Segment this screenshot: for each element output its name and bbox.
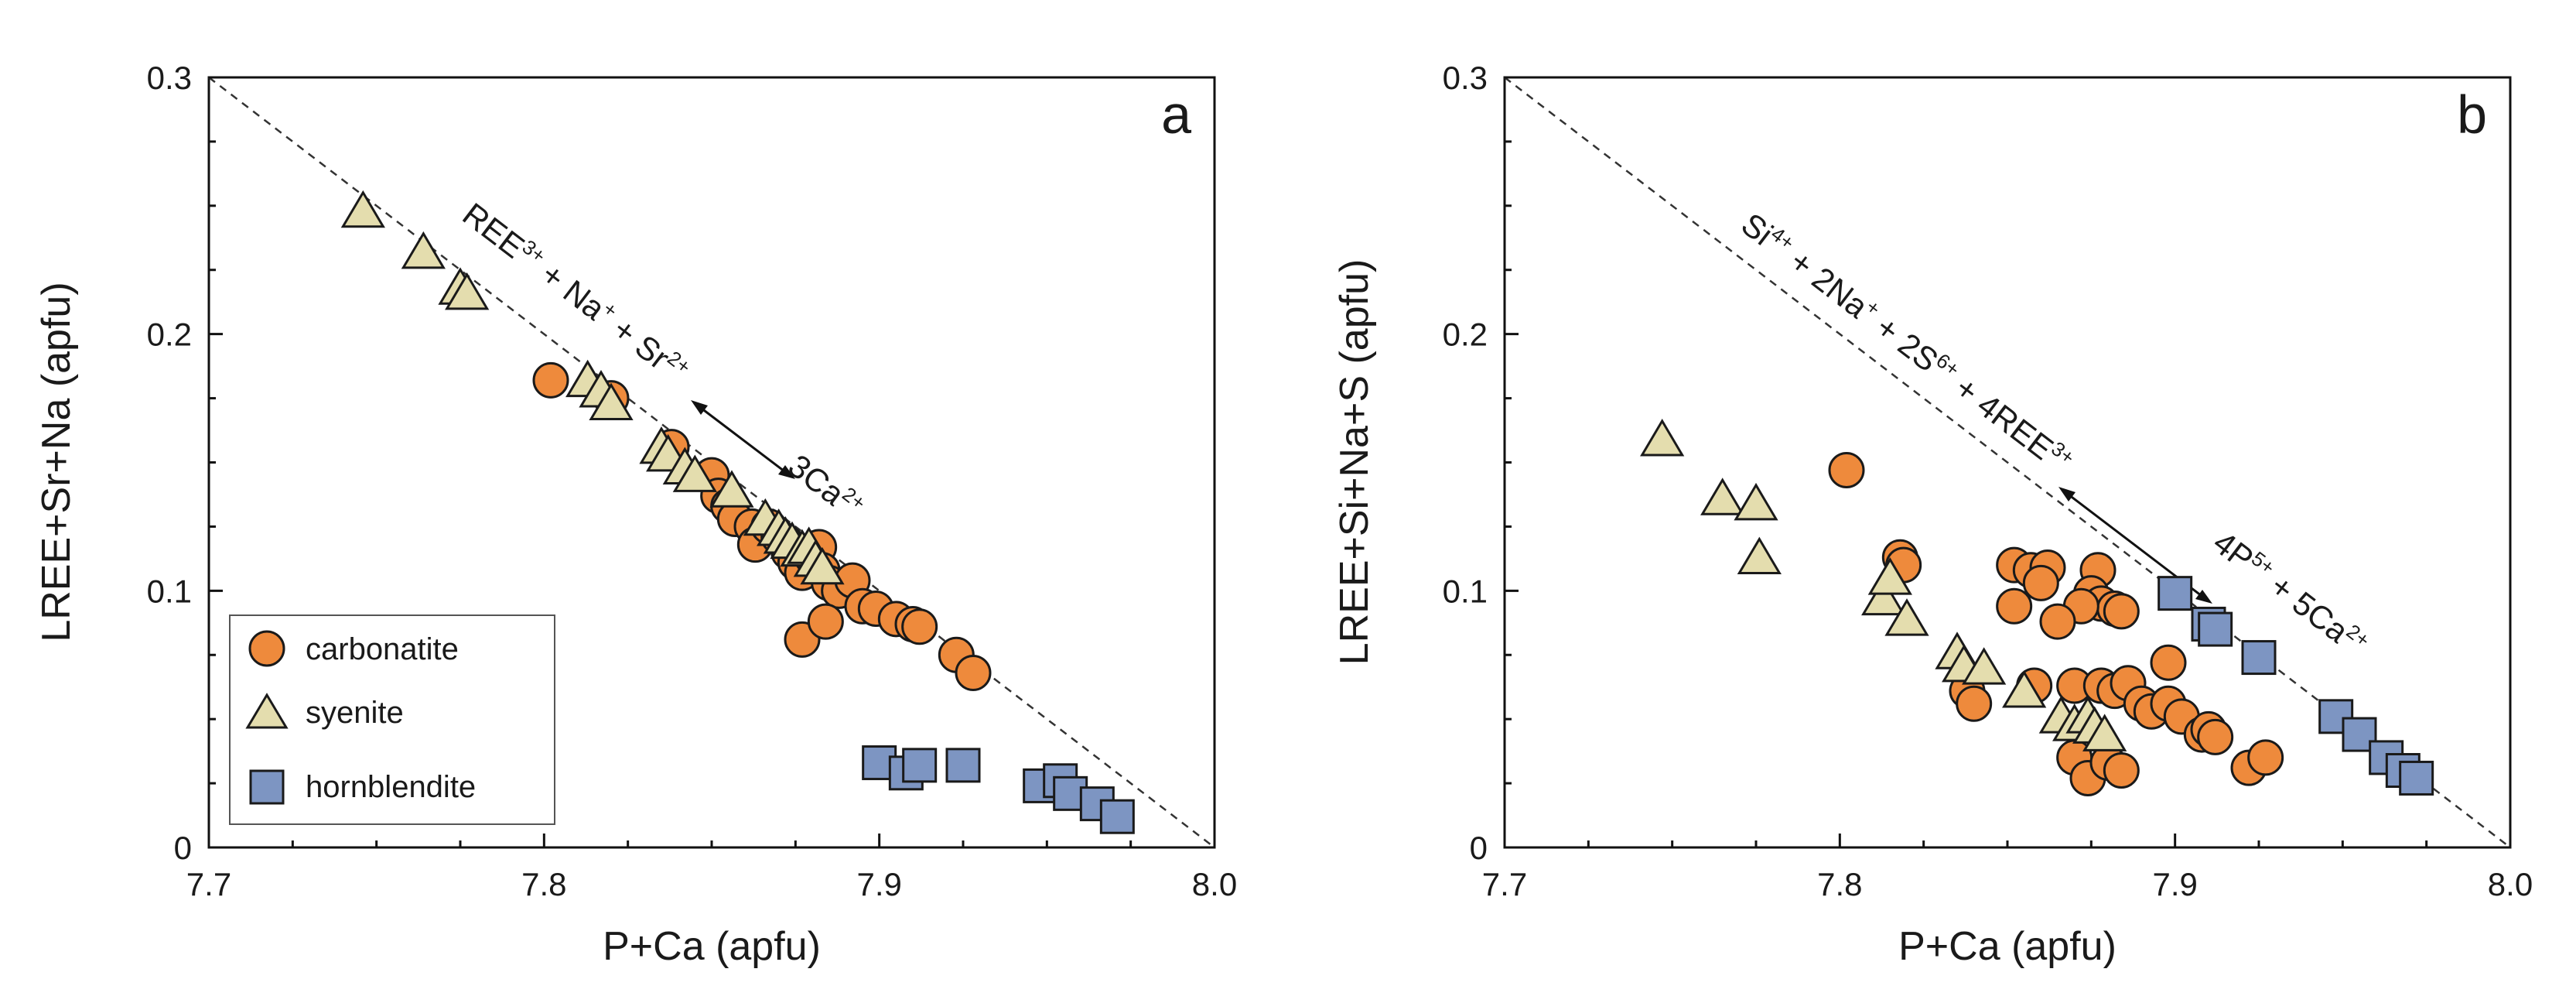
carbonatite-point bbox=[2197, 718, 2234, 755]
annotation-fragment: + 5Ca bbox=[2257, 562, 2356, 650]
y-tick-label: 0.2 bbox=[147, 317, 192, 353]
hornblendite-point bbox=[2198, 611, 2233, 647]
hornblendite-point bbox=[945, 748, 981, 783]
x-tick-label: 7.7 bbox=[1482, 866, 1527, 902]
x-tick-label: 7.8 bbox=[1817, 866, 1862, 902]
exchange-annotation-left: Si4+ + 2Na+ + 2S6+ + 4REE3+ bbox=[1735, 204, 2079, 481]
y-tick-label: 0.1 bbox=[147, 573, 192, 609]
syenite-point bbox=[709, 470, 754, 508]
carbonatite-point bbox=[2247, 739, 2284, 776]
carbonatite-point bbox=[2150, 644, 2187, 681]
legend-label-hornblendite: hornblendite bbox=[306, 770, 476, 804]
legend: carbonatite syenite hornblendite bbox=[229, 614, 555, 825]
carbonatite-point bbox=[2022, 564, 2059, 601]
syenite-point bbox=[1861, 577, 1906, 616]
carbonatite-point bbox=[901, 608, 938, 645]
annotation-fragment: + 4REE bbox=[1941, 364, 2060, 467]
panel-b: Si4+ + 2Na+ + 2S6+ + 4REE3+ 4P5+ + 5Ca2+… bbox=[1332, 60, 2533, 969]
syenite-point bbox=[340, 190, 385, 228]
syenite-point bbox=[1737, 536, 1782, 575]
y-tick-label: 0 bbox=[1470, 830, 1488, 866]
exchange-arrowhead-end bbox=[2195, 590, 2212, 604]
y-axis-title: LREE+Si+Na+S (apfu) bbox=[1332, 259, 1377, 666]
syenite-point bbox=[445, 272, 490, 310]
x-axis-title: P+Ca (apfu) bbox=[1898, 924, 2116, 969]
x-tick-label: 7.9 bbox=[2152, 866, 2197, 902]
hornblendite-point bbox=[1099, 799, 1135, 834]
legend-marker-carbonatite bbox=[248, 630, 285, 667]
carbonatite-point bbox=[1996, 587, 2033, 625]
y-tick-label: 0.2 bbox=[1443, 317, 1488, 353]
ticks: 7.7 7.8 7.9 8.0 0 0.1 0.2 0.3 bbox=[147, 60, 1238, 902]
syenite-point bbox=[2082, 714, 2127, 751]
syenite-point bbox=[401, 231, 446, 269]
hornblendite-point bbox=[2157, 576, 2193, 611]
exchange-annotation-right: 3Ca2+ bbox=[782, 446, 871, 526]
syenite-point bbox=[1962, 647, 2007, 685]
carbonatite-point bbox=[807, 603, 844, 640]
syenite-point bbox=[1700, 478, 1745, 515]
x-tick-label: 8.0 bbox=[1192, 866, 1237, 902]
annotation-fragment: + 2Na bbox=[1776, 238, 1875, 326]
syenite-point bbox=[1884, 598, 1929, 636]
x-tick-label: 7.7 bbox=[186, 866, 231, 902]
hornblendite-point bbox=[2241, 640, 2277, 676]
syenite-point bbox=[1640, 419, 1685, 457]
data-points bbox=[340, 190, 1135, 834]
y-tick-label: 0.1 bbox=[1443, 573, 1488, 609]
data-points bbox=[1640, 419, 2434, 796]
syenite-point bbox=[589, 382, 634, 421]
x-axis-title: P+Ca (apfu) bbox=[603, 924, 821, 969]
exchange-arrowhead-end bbox=[778, 465, 795, 479]
y-tick-label: 0 bbox=[174, 830, 192, 866]
syenite-point bbox=[1867, 557, 1912, 595]
legend-marker-hornblendite bbox=[249, 769, 285, 805]
panel-label: a bbox=[1161, 84, 1191, 145]
carbonatite-point bbox=[2039, 603, 2076, 640]
carbonatite-point bbox=[955, 654, 992, 691]
x-tick-label: 7.9 bbox=[856, 866, 901, 902]
exchange-arrowhead-start bbox=[2058, 487, 2075, 502]
hornblendite-point bbox=[902, 748, 938, 783]
carbonatite-point bbox=[2103, 593, 2140, 630]
carbonatite-point bbox=[2103, 752, 2140, 789]
y-axis-title: LREE+Sr+Na (apfu) bbox=[34, 282, 79, 642]
panel-label: b bbox=[2457, 84, 2487, 145]
carbonatite-point bbox=[1828, 451, 1865, 488]
reference-line bbox=[1504, 77, 2511, 848]
syenite-point bbox=[1734, 482, 1778, 521]
hornblendite-point bbox=[2399, 760, 2434, 796]
syenite-point bbox=[672, 454, 717, 492]
panel-a: REE3+ + Na+ + Sr2+ 3Ca2+ 7.7 7.8 7.9 8.0 0 0.… bbox=[34, 60, 1237, 969]
legend-label-syenite: syenite bbox=[306, 696, 404, 730]
exchange-arrowhead-start bbox=[691, 400, 708, 415]
exchange-annotation-left: REE3+ + Na+ + Sr2+ bbox=[456, 194, 696, 390]
carbonatite-point bbox=[532, 361, 569, 399]
y-tick-label: 0.3 bbox=[1443, 60, 1488, 96]
y-tick-label: 0.3 bbox=[147, 60, 192, 96]
ticks: 7.7 7.8 7.9 8.0 0 0.1 0.2 0.3 bbox=[1443, 60, 2533, 902]
carbonatite-point bbox=[1956, 685, 1993, 722]
x-tick-label: 7.8 bbox=[521, 866, 566, 902]
legend-label-carbonatite: carbonatite bbox=[306, 632, 459, 666]
legend-marker-syenite bbox=[245, 693, 289, 729]
syenite-point bbox=[800, 546, 845, 585]
syenite-point bbox=[2002, 670, 2047, 708]
exchange-arrow bbox=[694, 402, 791, 478]
x-tick-label: 8.0 bbox=[2488, 866, 2533, 902]
